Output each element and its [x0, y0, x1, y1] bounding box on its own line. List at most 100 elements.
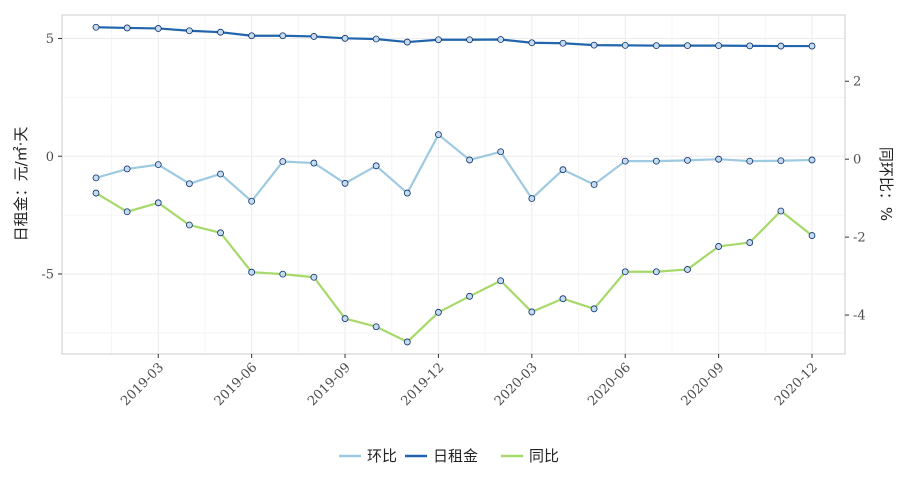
data-point: [559, 295, 567, 303]
y-right-tick-label: -2: [853, 231, 866, 246]
y-right-tick-label: 2: [853, 75, 861, 90]
series-line-2: [95, 192, 813, 344]
data-point: [652, 268, 660, 276]
y-right-axis-title: 同环比：%: [877, 147, 895, 221]
data-point: [684, 156, 691, 164]
x-tick-label: 2019-09: [305, 360, 354, 409]
data-point: [372, 35, 380, 43]
data-point: [248, 268, 256, 276]
data-point: [528, 195, 536, 202]
x-tick-label: 2020-06: [585, 360, 634, 409]
data-point: [185, 27, 193, 35]
legend-label: 同比: [529, 447, 559, 465]
data-point: [590, 305, 598, 313]
data-point: [92, 174, 100, 182]
data-point: [559, 39, 567, 47]
data-point: [715, 42, 723, 49]
data-point: [715, 155, 723, 163]
data-point: [341, 315, 349, 322]
data-point: [590, 181, 598, 188]
data-point: [746, 42, 754, 50]
data-point: [684, 266, 691, 273]
series-line-0: [95, 133, 813, 203]
axes-layer: 2019-03 2019-06 2019-09 2019-12 2020-03 2020-…: [41, 32, 865, 409]
data-point: [403, 38, 411, 46]
data-point: [341, 34, 349, 42]
legend: 环比 日租金 同比: [339, 447, 559, 465]
data-point: [279, 32, 287, 40]
data-point: [466, 156, 473, 164]
data-point: [466, 36, 473, 44]
data-point: [403, 189, 411, 197]
data-point: [777, 157, 785, 165]
grid: [62, 15, 845, 354]
y-right-tick-label: -4: [853, 309, 866, 324]
data-point: [310, 33, 318, 40]
data-point: [123, 208, 131, 216]
y-left-tick-label: -5: [41, 267, 54, 282]
data-point: [185, 180, 193, 188]
y-left-axis-title: 日租金：元/㎡·天: [12, 127, 30, 242]
data-point: [248, 197, 256, 205]
data-point: [435, 36, 442, 44]
data-point: [528, 39, 536, 47]
x-tick-label: 2020-03: [492, 360, 541, 409]
data-point: [217, 170, 224, 178]
x-tick-label: 2019-06: [212, 360, 261, 409]
x-tick-label: 2019-03: [118, 360, 167, 409]
data-point: [684, 42, 691, 49]
data-point: [279, 158, 287, 165]
data-point: [372, 323, 380, 331]
data-point: [652, 157, 660, 165]
data-point: [372, 162, 380, 170]
data-point: [808, 156, 816, 164]
data-point: [217, 28, 224, 36]
data-point: [746, 157, 754, 165]
y-right-tick-label: 0: [853, 153, 861, 168]
data-point: [497, 148, 505, 156]
data-point: [435, 131, 442, 139]
data-point: [154, 199, 162, 207]
data-point: [621, 41, 629, 49]
data-point: [559, 166, 567, 174]
y-left-tick-label: 5: [46, 32, 54, 47]
data-point: [279, 270, 287, 278]
data-point: [466, 292, 473, 300]
data-point: [621, 268, 629, 276]
data-point: [808, 42, 816, 50]
series-layer: [92, 23, 816, 346]
data-point: [92, 23, 100, 31]
data-point: [123, 165, 131, 173]
data-point: [310, 159, 318, 167]
data-point: [341, 179, 349, 187]
data-point: [217, 229, 224, 237]
data-point: [92, 189, 100, 197]
data-point: [310, 273, 318, 281]
legend-label: 环比: [367, 447, 397, 465]
data-point: [621, 157, 629, 165]
x-tick-label: 2020-09: [679, 360, 728, 409]
data-point: [403, 338, 411, 346]
data-point: [746, 239, 754, 246]
data-point: [435, 308, 442, 316]
data-point: [497, 277, 505, 285]
data-point: [154, 25, 162, 32]
data-point: [715, 243, 723, 250]
data-point: [123, 24, 131, 32]
data-point: [777, 207, 785, 215]
y-left-tick-label: 0: [46, 150, 54, 165]
data-point: [497, 36, 505, 43]
x-tick-label: 2020-12: [772, 360, 821, 409]
plot-panel-border: [61, 14, 846, 355]
legend-label: 日租金: [433, 447, 478, 465]
data-point: [154, 161, 162, 169]
data-point: [777, 42, 785, 50]
x-tick-label: 2019-12: [398, 360, 447, 409]
data-point: [528, 308, 536, 316]
data-point: [248, 32, 256, 40]
data-point: [590, 41, 598, 49]
series-line-1: [95, 26, 812, 48]
data-point: [185, 221, 193, 229]
data-point: [808, 232, 816, 239]
